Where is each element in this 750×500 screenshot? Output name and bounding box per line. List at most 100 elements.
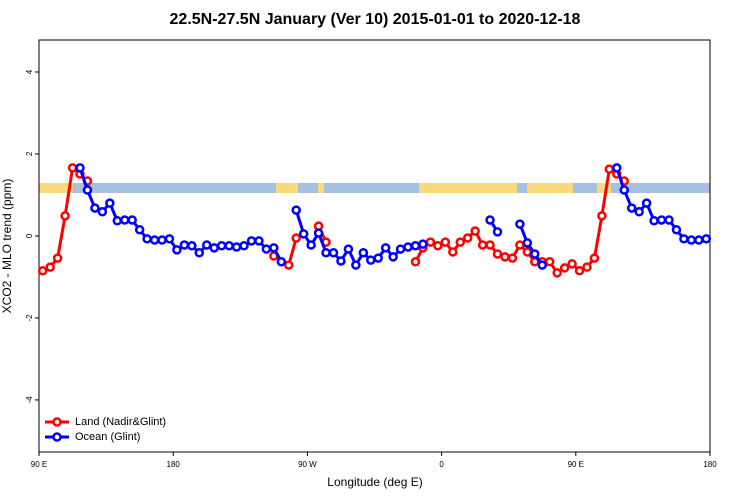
x-tick-label: 90 E bbox=[568, 460, 584, 469]
data-point bbox=[559, 263, 570, 273]
y-tick-label: 0 bbox=[25, 233, 34, 238]
data-point bbox=[500, 252, 510, 262]
data-point bbox=[209, 243, 219, 253]
data-point bbox=[97, 207, 108, 217]
legend-label: Land (Nadir&Glint) bbox=[75, 416, 166, 428]
land-strip bbox=[318, 183, 324, 193]
data-point bbox=[194, 248, 205, 258]
data-point bbox=[254, 236, 264, 246]
data-point bbox=[149, 235, 160, 245]
data-point bbox=[686, 235, 697, 245]
data-point bbox=[298, 229, 309, 239]
data-point bbox=[552, 268, 562, 278]
data-point bbox=[537, 260, 547, 270]
data-point bbox=[649, 216, 659, 226]
data-point bbox=[321, 248, 331, 258]
data-point bbox=[67, 163, 78, 173]
data-point bbox=[179, 240, 190, 250]
data-point bbox=[216, 241, 227, 251]
y-tick-label: -4 bbox=[25, 396, 34, 404]
data-point bbox=[492, 249, 503, 259]
x-tick-label: 180 bbox=[703, 460, 717, 469]
data-point bbox=[589, 253, 600, 263]
y-tick-label: -2 bbox=[25, 314, 34, 322]
data-point bbox=[119, 215, 130, 225]
data-point bbox=[351, 260, 361, 270]
data-point bbox=[410, 257, 421, 267]
data-point bbox=[328, 248, 339, 258]
data-point bbox=[418, 239, 428, 249]
data-point bbox=[395, 244, 406, 254]
data-point bbox=[440, 237, 451, 247]
data-point bbox=[671, 225, 682, 235]
data-point bbox=[619, 185, 630, 195]
data-point bbox=[358, 248, 369, 258]
data-point bbox=[45, 262, 55, 272]
data-point bbox=[425, 237, 436, 247]
y-tick-label: 4 bbox=[25, 69, 34, 74]
data-point bbox=[239, 241, 249, 251]
data-point bbox=[664, 215, 674, 225]
legend-marker bbox=[52, 432, 62, 442]
data-point bbox=[134, 225, 145, 235]
data-point bbox=[522, 247, 533, 257]
data-point bbox=[224, 241, 234, 251]
data-point bbox=[37, 266, 48, 276]
ocean-strip bbox=[39, 183, 710, 193]
y-axis-label: XCO2 - MLO trend (ppm) bbox=[0, 179, 14, 314]
data-point bbox=[60, 211, 70, 221]
data-point bbox=[455, 237, 465, 247]
data-point bbox=[641, 198, 652, 208]
data-point bbox=[634, 207, 644, 217]
data-point bbox=[261, 244, 272, 254]
data-point bbox=[485, 215, 495, 225]
data-point bbox=[582, 262, 592, 272]
data-point bbox=[567, 259, 577, 269]
data-point bbox=[52, 253, 63, 263]
data-point bbox=[604, 164, 615, 174]
x-tick-label: 90 W bbox=[298, 460, 317, 469]
data-point bbox=[701, 234, 712, 244]
data-point bbox=[515, 240, 525, 250]
land-strip bbox=[597, 183, 611, 193]
plot-frame bbox=[38, 39, 711, 453]
data-point bbox=[694, 235, 704, 245]
data-point bbox=[507, 253, 518, 263]
x-tick-label: 0 bbox=[439, 460, 444, 469]
land-strip bbox=[527, 183, 573, 193]
data-point bbox=[403, 242, 413, 252]
data-point bbox=[343, 244, 354, 254]
data-point bbox=[656, 215, 667, 225]
data-point bbox=[574, 266, 585, 276]
data-point bbox=[90, 203, 100, 213]
chart-title: 22.5N-27.5N January (Ver 10) 2015-01-01 … bbox=[170, 11, 581, 28]
data-point bbox=[470, 226, 480, 236]
data-point bbox=[679, 234, 689, 244]
data-point bbox=[515, 219, 525, 229]
x-axis-label: Longitude (deg E) bbox=[327, 475, 422, 489]
data-point bbox=[269, 243, 279, 253]
data-point bbox=[164, 234, 175, 244]
data-point bbox=[380, 243, 391, 253]
data-point bbox=[202, 240, 212, 250]
data-point bbox=[157, 235, 167, 245]
legend-marker bbox=[52, 417, 62, 427]
data-point bbox=[492, 227, 503, 237]
data-point bbox=[448, 247, 458, 257]
data-point bbox=[306, 240, 316, 250]
y-tick-label: 2 bbox=[25, 151, 34, 156]
land-strip bbox=[419, 183, 517, 193]
data-point bbox=[373, 253, 383, 263]
data-point bbox=[172, 245, 182, 255]
data-point bbox=[276, 257, 287, 267]
data-point bbox=[626, 203, 637, 213]
data-point bbox=[597, 211, 607, 221]
data-point bbox=[127, 215, 137, 225]
data-point bbox=[612, 163, 622, 173]
data-point bbox=[291, 205, 301, 215]
data-point bbox=[82, 185, 93, 195]
land-strip bbox=[276, 183, 298, 193]
data-point bbox=[410, 241, 421, 251]
data-point bbox=[366, 255, 376, 265]
legend-label: Ocean (Glint) bbox=[75, 431, 140, 443]
